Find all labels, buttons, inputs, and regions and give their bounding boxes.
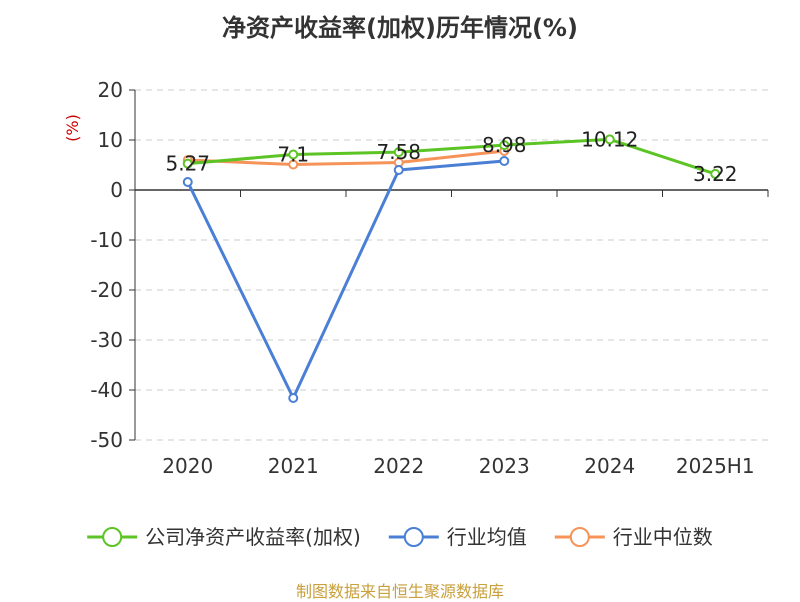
y-tick-label: -20 <box>90 278 123 302</box>
x-tick-label: 2020 <box>162 454 213 478</box>
data-point <box>393 165 404 175</box>
y-tick-labels: 20 10 0 -10 -20 -30 -40 -50 <box>90 78 123 452</box>
x-tick-label: 2021 <box>268 454 319 478</box>
legend-marker-icon <box>569 527 590 547</box>
chart-title: 净资产收益率(加权)历年情况(%) <box>222 14 578 42</box>
data-point <box>710 168 721 179</box>
data-point <box>182 158 193 169</box>
x-tick-label: 2025H1 <box>676 454 755 478</box>
data-label: 7.1 <box>277 143 309 167</box>
y-tick-label: -30 <box>90 328 123 352</box>
x-tick-label: 2022 <box>373 454 424 478</box>
data-label: 10.12 <box>581 127 638 151</box>
data-point <box>499 140 510 151</box>
data-label: 8.98 <box>482 133 527 157</box>
source-note: 制图数据来自恒生聚源数据库 <box>295 582 504 601</box>
series-points <box>182 134 721 403</box>
data-point <box>288 159 299 170</box>
series-line <box>186 159 505 400</box>
axes <box>129 89 769 441</box>
legend-item[interactable]: 行业均值 <box>388 525 527 549</box>
legend-marker-icon <box>102 527 123 547</box>
data-point <box>288 149 299 160</box>
y-tick-label: 20 <box>98 78 123 102</box>
legend-item[interactable]: 公司净资产收益率(加权) <box>87 525 361 549</box>
legend-item[interactable]: 行业中位数 <box>554 525 713 549</box>
y-tick-label: 0 <box>110 178 123 202</box>
legend-label: 行业均值 <box>447 525 527 549</box>
x-tick-label: 2023 <box>479 454 530 478</box>
data-point <box>499 156 510 166</box>
data-label: 7.58 <box>376 140 421 164</box>
y-axis-label: (%) <box>63 114 82 142</box>
y-tick-label: -10 <box>90 228 123 252</box>
data-point <box>393 147 404 158</box>
data-point <box>288 393 299 403</box>
data-point <box>604 134 615 145</box>
series-lines <box>186 137 716 400</box>
data-label: 3.22 <box>693 162 738 186</box>
data-point <box>182 177 193 187</box>
legend: 公司净资产收益率(加权) 行业均值 行业中位数 <box>87 525 713 549</box>
series-line <box>187 149 505 166</box>
x-tick-label: 2024 <box>584 454 635 478</box>
y-tick-label: 10 <box>98 128 123 152</box>
y-tick-label: -40 <box>90 378 123 402</box>
x-tick-labels: 2020 2021 2022 2023 2024 2025H1 <box>162 454 754 478</box>
data-labels: 5.27 7.1 7.58 8.98 10.12 3.22 <box>165 127 737 186</box>
series-line <box>187 137 716 176</box>
legend-label: 行业中位数 <box>613 525 713 549</box>
y-tick-label: -50 <box>90 428 123 452</box>
legend-marker-icon <box>403 527 424 547</box>
data-label: 5.27 <box>165 152 210 176</box>
legend-label: 公司净资产收益率(加权) <box>145 525 361 549</box>
